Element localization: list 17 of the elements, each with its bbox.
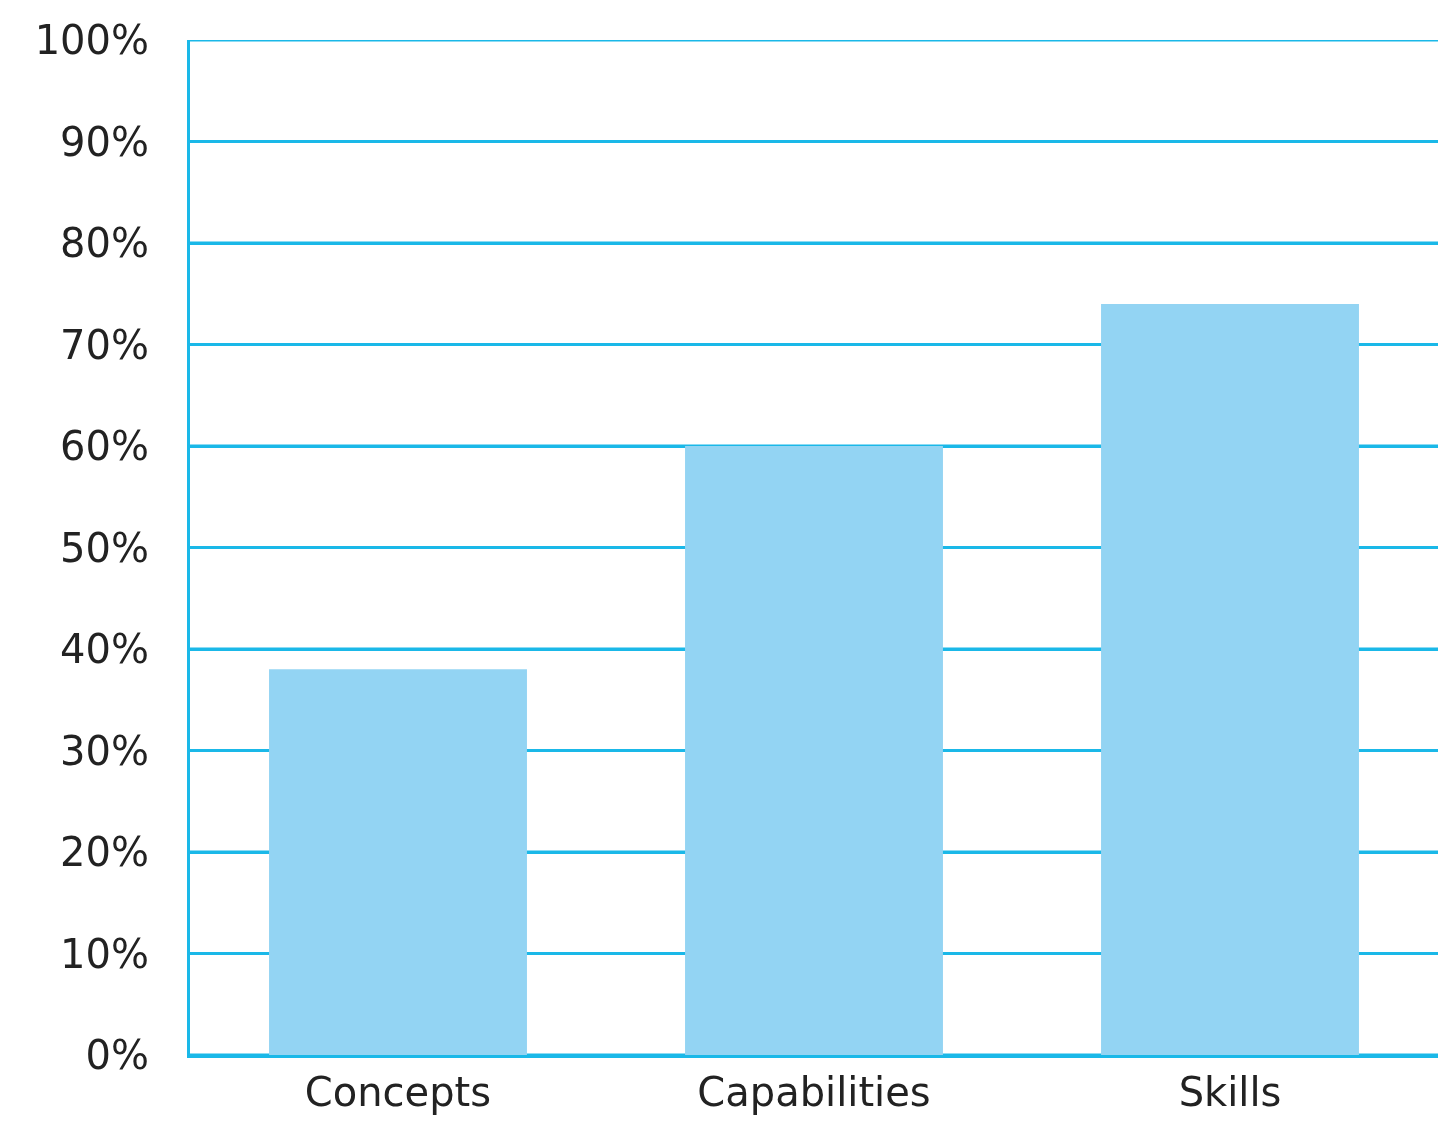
y-tick-label: 10% xyxy=(60,930,149,977)
y-tick-label: 40% xyxy=(60,626,149,672)
y-tick-label: 0% xyxy=(85,1032,149,1078)
y-tick-label: 60% xyxy=(60,423,149,469)
y-tick-label: 70% xyxy=(60,321,149,368)
bar xyxy=(269,669,527,1055)
x-tick-label: Capabilities xyxy=(697,1069,931,1115)
y-tick-label: 20% xyxy=(60,829,149,875)
y-tick-label: 100% xyxy=(34,17,149,63)
x-tick-label: Skills xyxy=(1178,1069,1282,1115)
bar xyxy=(685,446,943,1055)
y-tick-label: 50% xyxy=(60,524,149,571)
y-tick-label: 30% xyxy=(60,727,149,774)
y-tick-label: 90% xyxy=(60,118,149,165)
y-tick-label: 80% xyxy=(60,220,149,266)
bar xyxy=(1101,303,1359,1055)
x-tick-label: Concepts xyxy=(304,1069,492,1115)
